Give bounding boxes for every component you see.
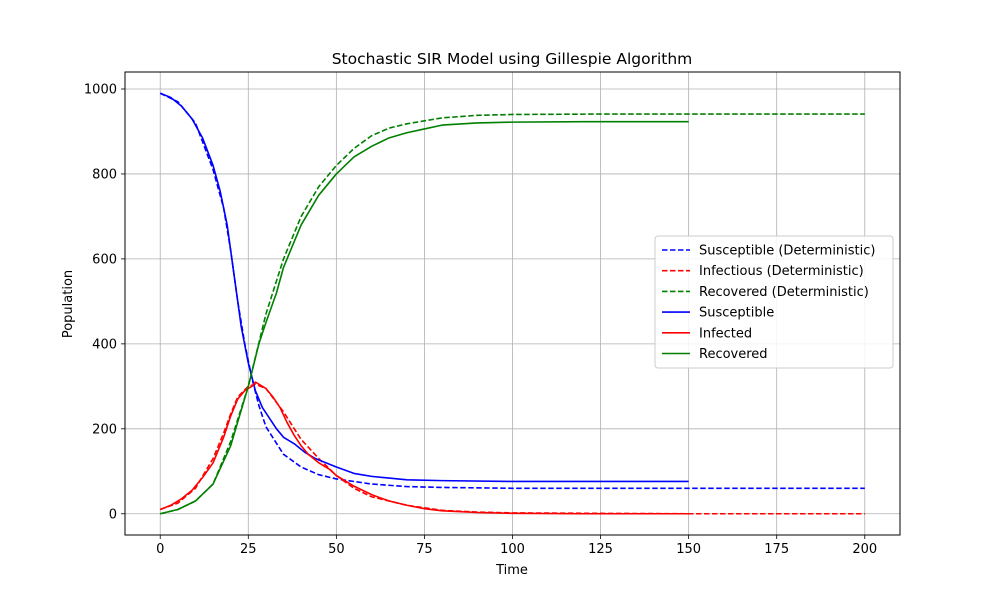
x-tick-label: 175 bbox=[764, 542, 789, 557]
series-line-susceptible bbox=[159, 92, 689, 483]
x-tick-label: 100 bbox=[500, 542, 525, 557]
y-tick-label: 400 bbox=[92, 337, 117, 352]
legend-label: Susceptible bbox=[699, 306, 774, 321]
y-tick-label: 200 bbox=[92, 422, 117, 437]
series-line-recovered-deterministic bbox=[160, 113, 865, 515]
x-axis-title: Time bbox=[495, 563, 528, 578]
y-tick-label: 600 bbox=[92, 252, 117, 267]
series-lines bbox=[159, 92, 865, 515]
axis-ticks: 0 25 50 75 100 125 150 175 200 0 200 400 600 800 1000 bbox=[84, 82, 877, 557]
x-tick-label: 200 bbox=[852, 542, 877, 557]
legend-label: Infected bbox=[699, 326, 752, 341]
legend-box bbox=[654, 235, 894, 369]
chart-title: Stochastic SIR Model using Gillespie Alg… bbox=[332, 50, 693, 68]
x-tick-label: 25 bbox=[240, 542, 257, 557]
legend: Susceptible (Deterministic) Infectious (D… bbox=[654, 235, 894, 369]
legend-label: Infectious (Deterministic) bbox=[699, 264, 864, 279]
x-tick-label: 125 bbox=[588, 542, 613, 557]
legend-label: Susceptible (Deterministic) bbox=[699, 244, 875, 259]
legend-label: Recovered bbox=[699, 347, 768, 362]
x-tick-label: 75 bbox=[416, 542, 433, 557]
series-line-recovered bbox=[160, 120, 689, 515]
y-tick-label: 0 bbox=[109, 507, 117, 522]
legend-label: Recovered (Deterministic) bbox=[699, 285, 869, 300]
x-tick-label: 50 bbox=[328, 542, 345, 557]
y-tick-label: 1000 bbox=[84, 82, 117, 97]
x-tick-label: 150 bbox=[676, 542, 701, 557]
series-line-infected bbox=[159, 381, 689, 515]
y-axis-title: Population bbox=[61, 270, 76, 338]
y-tick-label: 800 bbox=[92, 167, 117, 182]
series-line-susceptible-deterministic bbox=[159, 92, 865, 490]
x-tick-label: 0 bbox=[156, 542, 164, 557]
